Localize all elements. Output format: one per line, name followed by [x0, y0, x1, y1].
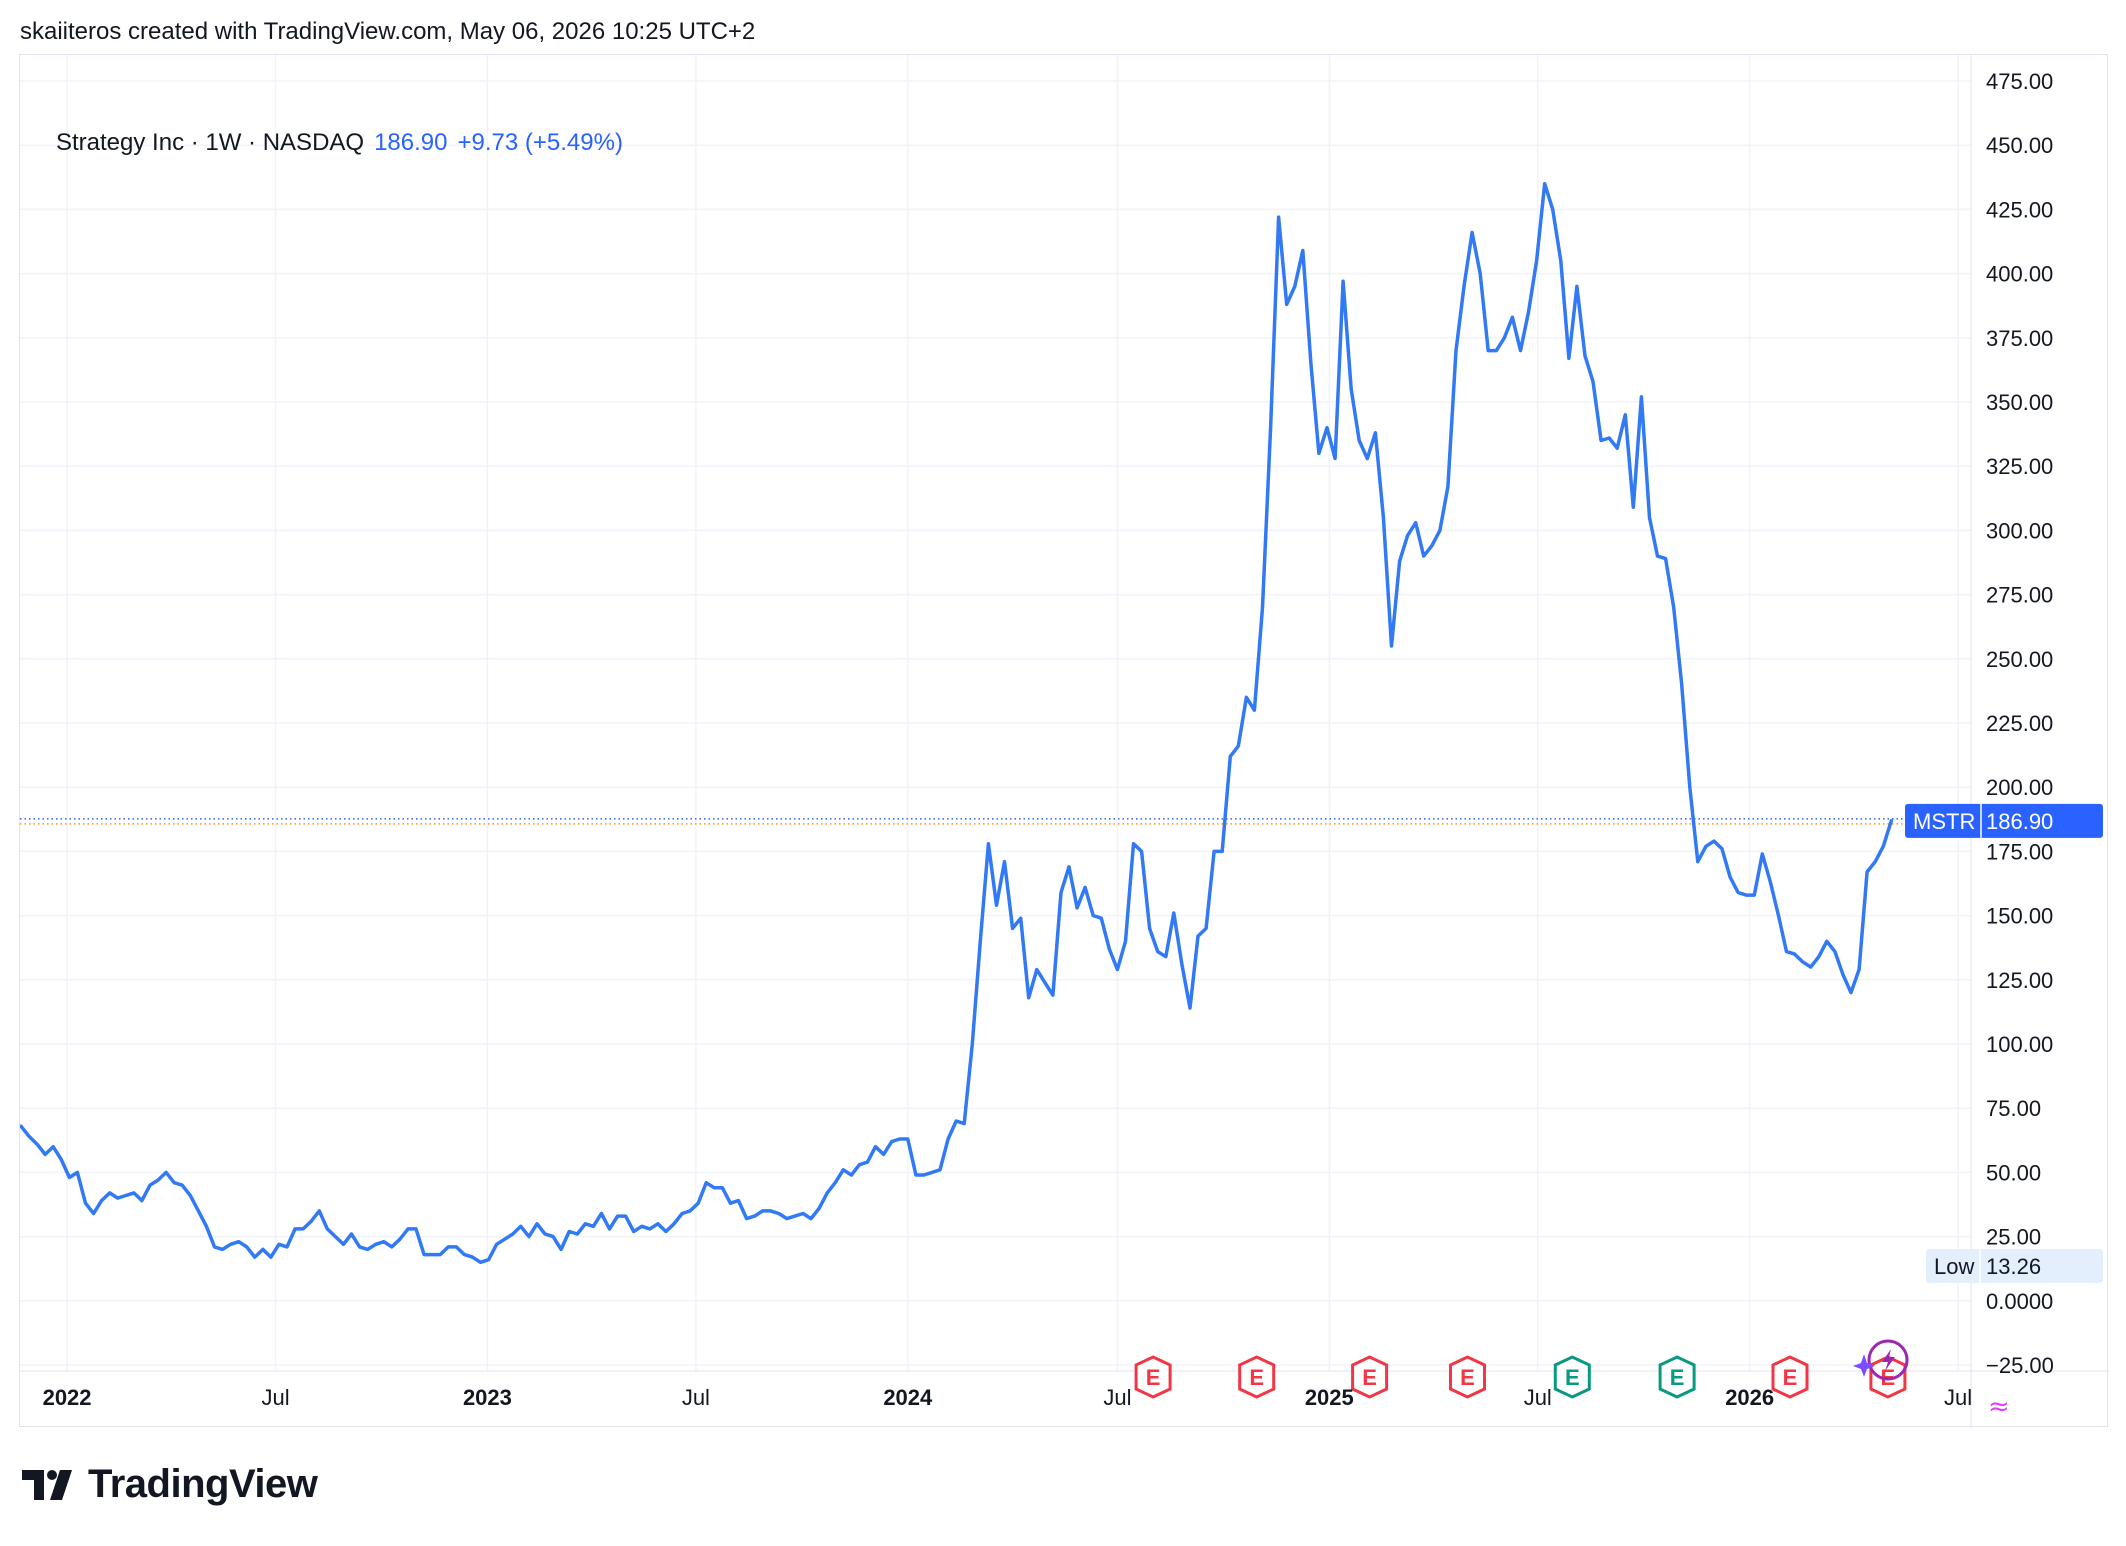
earnings-marker-icon[interactable]: E — [1238, 1355, 1276, 1399]
time-axis[interactable]: 2022 Jul 2023 Jul 2024 Jul 2025 Jul 2026 Jul — [43, 1385, 1973, 1410]
x-tick-label: 2023 — [463, 1385, 512, 1410]
x-tick-label: Jul — [1524, 1385, 1552, 1410]
y-tick-label: 175.00 — [1986, 839, 2053, 864]
y-tick-label: 75.00 — [1986, 1096, 2041, 1121]
low-price-tag — [1926, 1249, 2103, 1283]
earnings-marker-shape — [1771, 1355, 1809, 1399]
earnings-marker-shape — [1658, 1355, 1696, 1399]
earnings-marker-letter: E — [1460, 1365, 1475, 1390]
y-tick-label: 225.00 — [1986, 711, 2053, 736]
earnings-marker-icon[interactable]: E — [1134, 1355, 1172, 1399]
y-tick-label: 200.00 — [1986, 775, 2053, 800]
earnings-marker-letter: E — [1249, 1365, 1264, 1390]
y-tick-label: 0.0000 — [1986, 1289, 2053, 1314]
tradingview-wordmark: TradingView — [88, 1462, 318, 1506]
y-tick-label: 400.00 — [1986, 262, 2053, 287]
y-tick-label: 325.00 — [1986, 454, 2053, 479]
price-axis[interactable]: 475.00 450.00 425.00 400.00 375.00 350.00 325.… — [1986, 69, 2054, 1378]
x-tick-label: 2024 — [883, 1385, 933, 1410]
x-tick-label: Jul — [1103, 1385, 1131, 1410]
earnings-marker-shape — [1351, 1355, 1389, 1399]
x-tick-label: Jul — [261, 1385, 289, 1410]
symbol-description: Strategy Inc · 1W · NASDAQ — [56, 129, 365, 156]
last-price-tag — [1905, 803, 2103, 838]
svg-text:≈: ≈ — [1988, 1392, 2010, 1422]
y-tick-label: 275.00 — [1986, 583, 2053, 608]
earnings-marker-shape — [1553, 1355, 1591, 1399]
x-tick-label: 2022 — [43, 1385, 92, 1410]
y-tick-label: 475.00 — [1986, 69, 2053, 94]
earnings-marker-icon[interactable]: E — [1449, 1355, 1486, 1399]
y-tick-label: 50.00 — [1986, 1160, 2041, 1185]
x-tick-label: Jul — [1944, 1385, 1972, 1410]
earnings-marker-letter: E — [1362, 1365, 1377, 1390]
earnings-marker-letter: E — [1565, 1365, 1580, 1390]
y-tick-label: 125.00 — [1986, 968, 2053, 993]
earnings-marker-letter: E — [1670, 1365, 1685, 1390]
dividend-event-icon[interactable]: ≈ — [1988, 1392, 2010, 1422]
x-tick-label: 2025 — [1305, 1385, 1354, 1410]
y-tick-label: 300.00 — [1986, 518, 2053, 543]
y-tick-label: 250.00 — [1986, 647, 2053, 672]
y-tick-label: 100.00 — [1986, 1032, 2053, 1057]
y-tick-label: 425.00 — [1986, 197, 2053, 222]
last-price-ticker: MSTR — [1913, 809, 1975, 834]
x-tick-label: Jul — [682, 1385, 710, 1410]
earnings-marker-letter: E — [1146, 1365, 1161, 1390]
y-tick-label: 450.00 — [1986, 133, 2053, 158]
legend-change: +9.73 (+5.49%) — [457, 129, 623, 156]
price-series-line — [20, 181, 1894, 1265]
earnings-marker-icon[interactable]: E — [1553, 1355, 1591, 1399]
tradingview-logo[interactable]: TradingView — [22, 1462, 318, 1507]
x-tick-label: 2026 — [1725, 1385, 1774, 1410]
y-tick-label: 25.00 — [1986, 1225, 2041, 1250]
y-tick-label: 375.00 — [1986, 326, 2053, 351]
chart-legend: Strategy Inc · 1W · NASDAQ 186.90 +9.73 (+… — [56, 129, 623, 157]
lightning-event-icon[interactable] — [1853, 1339, 1909, 1381]
grid-layer — [20, 55, 1971, 1371]
axis-separators — [20, 55, 2109, 1428]
event-icons: ≈ — [1853, 1339, 2010, 1422]
earnings-marker-shape — [1238, 1355, 1276, 1399]
price-tags: MSTR 186.90 Low 13.26 — [1905, 803, 2103, 1283]
earnings-marker-letter: E — [1783, 1365, 1798, 1390]
last-price-value: 186.90 — [1986, 809, 2053, 834]
legend-last-value: 186.90 — [374, 129, 448, 156]
earnings-marker-icon[interactable]: E — [1658, 1355, 1696, 1399]
y-tick-label: −25.00 — [1986, 1353, 2054, 1378]
earnings-marker-icon[interactable]: E — [1771, 1355, 1809, 1399]
tradingview-logo-icon — [22, 1469, 72, 1500]
low-price-label: Low — [1934, 1254, 1974, 1279]
y-tick-label: 350.00 — [1986, 390, 2053, 415]
earnings-marker-icon[interactable]: E — [1351, 1355, 1389, 1399]
earnings-marker-shape — [1449, 1355, 1486, 1399]
earnings-marker-shape — [1134, 1355, 1172, 1399]
y-tick-label: 150.00 — [1986, 904, 2053, 929]
attribution-text: skaiiteros created with TradingView.com,… — [20, 18, 756, 45]
low-price-value: 13.26 — [1986, 1254, 2041, 1279]
series-layer — [20, 181, 1894, 1265]
